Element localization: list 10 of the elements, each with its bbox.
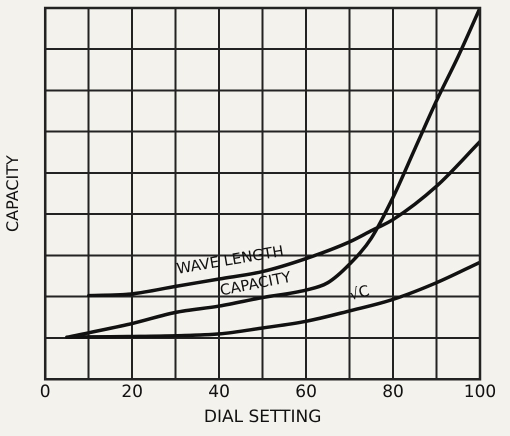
x-tick-label: 0	[40, 382, 51, 402]
y-axis-title: CAPACITY	[2, 154, 22, 232]
text: CAPACITY	[218, 268, 294, 300]
x-tick-label: 20	[121, 382, 143, 402]
text: √C	[347, 282, 372, 304]
x-tick-label: 80	[382, 382, 404, 402]
x-axis-title: DIAL SETTING	[204, 407, 322, 428]
x-tick-label: 40	[208, 382, 230, 402]
x-tick-label: 100	[464, 382, 496, 402]
x-tick-label: 60	[295, 382, 317, 402]
